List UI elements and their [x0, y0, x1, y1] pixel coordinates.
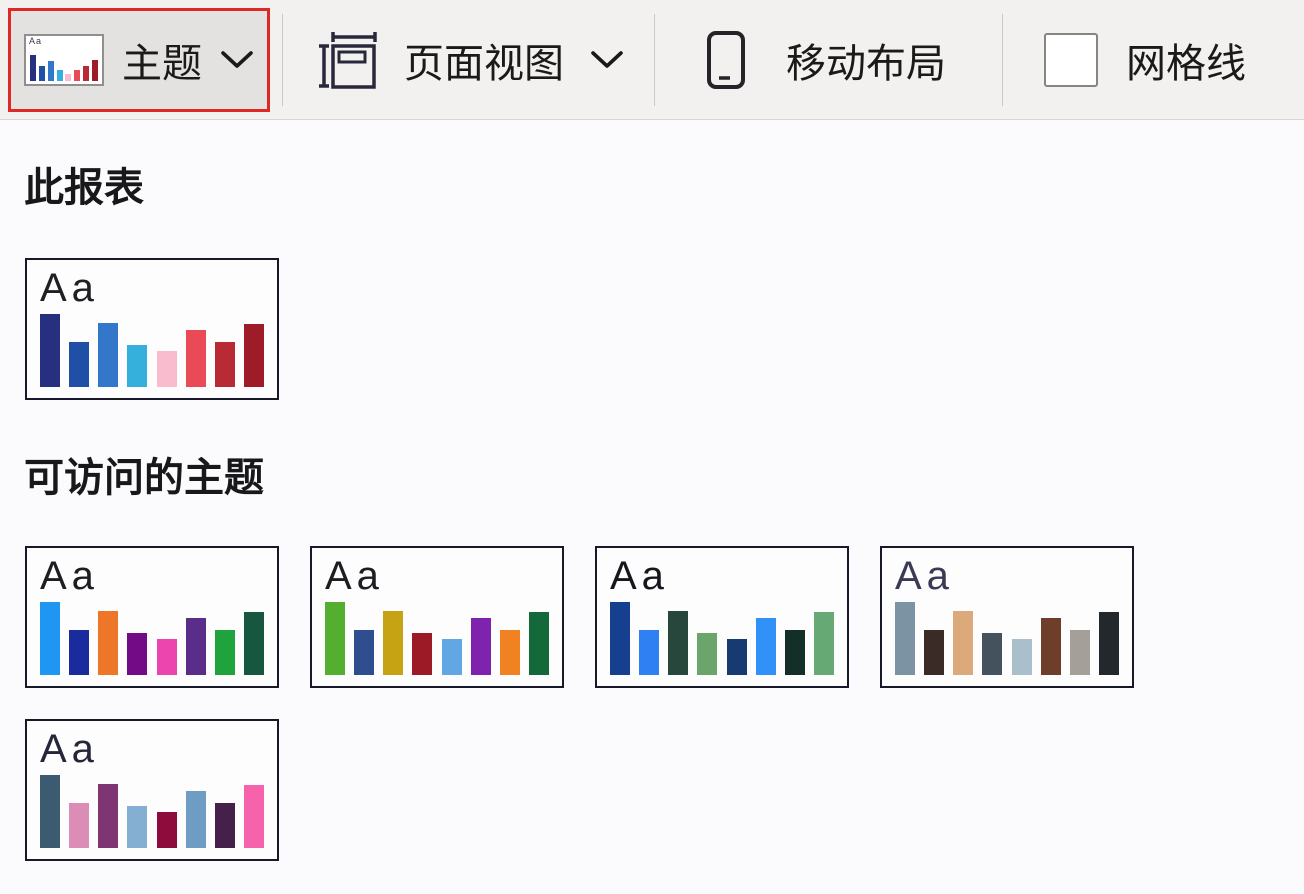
theme-bar	[412, 633, 433, 675]
theme-bar	[1040, 618, 1061, 675]
theme-bar	[755, 618, 776, 675]
theme-thumbnail[interactable]: Aa	[880, 546, 1134, 688]
theme-preview-bars	[40, 602, 264, 675]
theme-bar	[69, 630, 90, 675]
theme-sample-text: Aa	[325, 554, 384, 598]
theme-bar	[697, 633, 718, 675]
theme-icon-bar	[38, 66, 45, 81]
theme-bar	[470, 618, 491, 675]
theme-bar	[668, 611, 689, 675]
theme-bar	[98, 611, 119, 675]
theme-bar	[325, 602, 345, 675]
gridlines-toggle: 网格线	[1044, 0, 1246, 120]
theme-row-this-report: Aa	[25, 258, 1275, 400]
theme-icon-bar	[56, 70, 63, 81]
theme-bar	[214, 630, 235, 675]
chevron-down-icon	[591, 51, 623, 68]
theme-bar	[610, 602, 630, 675]
theme-bar	[953, 611, 974, 675]
theme-bar	[924, 630, 945, 675]
chevron-down-icon	[221, 51, 253, 68]
theme-sample-text: Aa	[895, 554, 954, 598]
theme-bar	[127, 633, 148, 675]
theme-bar	[185, 791, 206, 848]
theme-preview-bars	[325, 602, 549, 675]
mobile-layout-label: 移动布局	[786, 42, 946, 86]
theme-icon-bar	[47, 61, 54, 81]
theme-bar	[243, 324, 264, 387]
theme-bar	[127, 345, 148, 387]
theme-bar	[156, 639, 177, 675]
theme-preview-bars	[40, 314, 264, 387]
theme-button[interactable]: Aa 主题	[8, 8, 270, 112]
theme-bar	[383, 611, 404, 675]
theme-icon-bar	[83, 66, 90, 81]
theme-bar	[1069, 630, 1090, 675]
toolbar-divider	[282, 14, 283, 106]
section-title-accessible-themes: 可访问的主题	[24, 456, 264, 500]
theme-bar	[243, 785, 264, 848]
theme-sample-text: Aa	[40, 727, 99, 771]
theme-bar	[214, 342, 235, 387]
theme-icon-bars	[30, 51, 98, 81]
theme-bar	[185, 330, 206, 387]
section-title-this-report: 此报表	[24, 166, 144, 210]
theme-bar	[214, 803, 235, 848]
theme-bar	[156, 812, 177, 848]
theme-thumbnail[interactable]: Aa	[25, 546, 279, 688]
theme-bar	[639, 630, 660, 675]
page-view-label: 页面视图	[404, 42, 564, 86]
theme-bar	[40, 602, 60, 675]
theme-bar	[243, 612, 264, 675]
theme-bar	[1011, 639, 1032, 675]
theme-bar	[784, 630, 805, 675]
page-view-icon	[319, 32, 377, 89]
theme-bar	[40, 314, 60, 387]
theme-bar	[1098, 612, 1119, 675]
theme-preview-bars	[895, 602, 1119, 675]
theme-preview-bars	[40, 775, 264, 848]
theme-icon-bar	[30, 55, 36, 81]
theme-row-accessible: Aa Aa Aa Aa Aa	[25, 546, 1275, 861]
theme-bar	[40, 775, 60, 848]
theme-thumbnail[interactable]: Aa	[595, 546, 849, 688]
theme-icon: Aa	[24, 34, 104, 86]
theme-icon-bar	[74, 70, 81, 81]
theme-thumbnail[interactable]: Aa	[310, 546, 564, 688]
theme-bar	[156, 351, 177, 387]
page-view-button[interactable]: 页面视图	[316, 0, 624, 120]
toolbar-divider	[654, 14, 655, 106]
theme-thumbnail[interactable]: Aa	[25, 258, 279, 400]
theme-sample-text: Aa	[610, 554, 669, 598]
theme-bar	[98, 784, 119, 848]
theme-icon-bar	[91, 60, 98, 81]
theme-bar	[726, 639, 747, 675]
theme-bar	[528, 612, 549, 675]
gridlines-checkbox[interactable]	[1044, 33, 1098, 87]
theme-bar	[69, 342, 90, 387]
theme-sample-text: Aa	[40, 554, 99, 598]
theme-bar	[982, 633, 1003, 675]
theme-bar	[69, 803, 90, 848]
gridlines-label: 网格线	[1126, 42, 1246, 86]
toolbar-divider	[1002, 14, 1003, 106]
mobile-layout-button[interactable]: 移动布局	[706, 0, 946, 120]
theme-preview-bars	[610, 602, 834, 675]
theme-sample-text: Aa	[40, 266, 99, 310]
theme-bar	[895, 602, 915, 675]
theme-bar	[98, 323, 119, 387]
theme-bar	[354, 630, 375, 675]
theme-button-label: 主题	[122, 42, 202, 86]
theme-bar	[499, 630, 520, 675]
theme-bar	[127, 806, 148, 848]
theme-icon-bar	[65, 74, 72, 81]
theme-bar	[185, 618, 206, 675]
ribbon-toolbar: Aa 主题 页面视图	[0, 0, 1304, 120]
theme-dropdown-panel: 此报表 Aa 可访问的主题 Aa Aa Aa Aa Aa	[0, 120, 1304, 894]
mobile-phone-icon	[707, 31, 745, 89]
theme-bar	[441, 639, 462, 675]
theme-thumbnail[interactable]: Aa	[25, 719, 279, 861]
theme-icon-sample-text: Aa	[29, 36, 43, 46]
theme-bar	[813, 612, 834, 675]
